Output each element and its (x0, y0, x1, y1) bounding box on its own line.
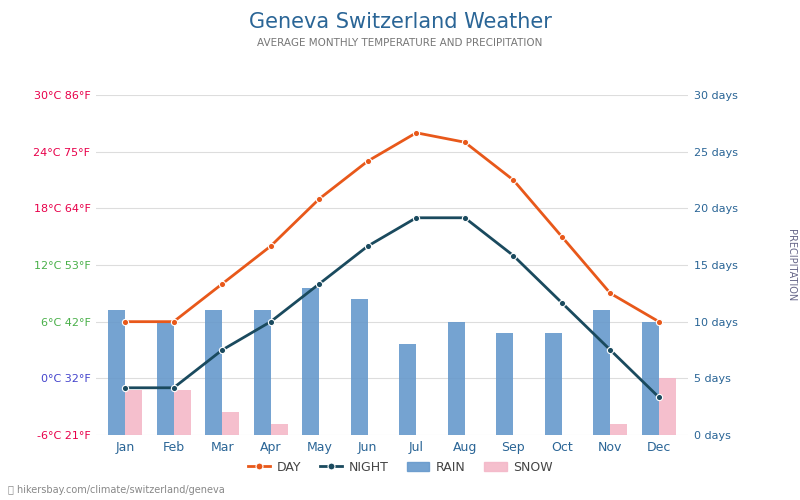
Bar (222, 412, 239, 435)
Bar (108, 310, 125, 435)
Bar (399, 344, 416, 435)
Bar (205, 310, 222, 435)
Bar (302, 288, 319, 435)
Y-axis label: PRECIPITATION: PRECIPITATION (786, 229, 796, 301)
Bar (174, 390, 190, 435)
Text: AVERAGE MONTHLY TEMPERATURE AND PRECIPITATION: AVERAGE MONTHLY TEMPERATURE AND PRECIPIT… (258, 38, 542, 48)
Legend: DAY, NIGHT, RAIN, SNOW: DAY, NIGHT, RAIN, SNOW (242, 456, 558, 479)
Bar (157, 322, 174, 435)
Bar (125, 390, 142, 435)
Bar (659, 378, 676, 435)
Bar (270, 424, 288, 435)
Bar (350, 299, 368, 435)
Bar (594, 310, 610, 435)
Bar (254, 310, 270, 435)
Bar (610, 424, 627, 435)
Text: 🌍 hikersbay.com/climate/switzerland/geneva: 🌍 hikersbay.com/climate/switzerland/gene… (8, 485, 225, 495)
Bar (545, 333, 562, 435)
Bar (642, 322, 659, 435)
Text: Geneva Switzerland Weather: Geneva Switzerland Weather (249, 12, 551, 32)
Bar (496, 333, 514, 435)
Bar (448, 322, 465, 435)
